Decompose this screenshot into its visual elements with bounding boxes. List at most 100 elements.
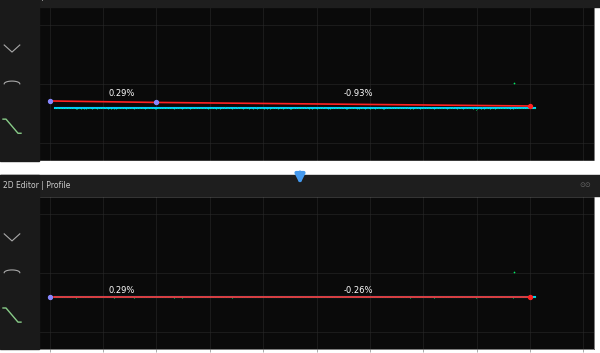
Point — [404, 104, 413, 110]
Point — [407, 294, 416, 300]
Point — [240, 294, 250, 300]
Point — [518, 294, 527, 300]
Point — [509, 80, 519, 85]
Point — [415, 294, 424, 300]
Point — [190, 294, 200, 300]
Point — [352, 294, 362, 300]
Point — [166, 105, 175, 111]
Point — [89, 106, 98, 111]
Point — [378, 106, 388, 112]
Point — [278, 295, 288, 300]
Point — [108, 105, 118, 111]
Point — [433, 106, 442, 111]
Point — [490, 106, 500, 112]
Point — [275, 294, 284, 300]
Point — [94, 294, 103, 300]
Point — [246, 294, 256, 300]
Point — [215, 294, 225, 300]
Point — [430, 106, 439, 112]
Point — [495, 106, 505, 111]
Point — [346, 294, 355, 300]
Point — [340, 294, 349, 300]
Point — [106, 294, 116, 300]
Point — [193, 294, 203, 300]
Point — [335, 294, 344, 300]
Point — [405, 106, 415, 112]
Point — [200, 294, 209, 300]
Point — [167, 105, 177, 110]
Point — [460, 294, 469, 300]
Point — [460, 106, 469, 111]
Point — [495, 294, 505, 300]
Point — [262, 294, 272, 300]
Point — [134, 106, 143, 111]
Point — [317, 294, 326, 300]
Point — [349, 294, 359, 300]
Point — [110, 106, 119, 112]
Point — [463, 294, 473, 300]
Point — [98, 294, 108, 300]
Point — [458, 106, 468, 112]
Point — [380, 106, 389, 112]
Point — [473, 106, 482, 112]
Point — [509, 106, 519, 111]
Point — [191, 106, 201, 111]
Point — [302, 294, 312, 300]
Point — [362, 294, 371, 300]
Point — [211, 295, 220, 300]
Point — [391, 105, 400, 110]
Point — [447, 294, 457, 300]
Point — [494, 294, 503, 300]
Point — [177, 295, 187, 300]
Point — [163, 105, 172, 111]
Point — [208, 294, 217, 300]
Point — [146, 294, 156, 300]
Point — [397, 106, 407, 111]
Point — [304, 294, 314, 300]
Point — [150, 294, 160, 300]
Point — [77, 294, 87, 300]
Point — [97, 106, 106, 111]
Point — [445, 106, 455, 111]
Point — [444, 106, 454, 111]
Point — [455, 294, 464, 299]
Point — [514, 294, 524, 300]
Point — [81, 106, 91, 112]
Point — [295, 106, 304, 111]
Point — [397, 294, 407, 300]
Point — [295, 294, 304, 300]
Point — [440, 294, 450, 300]
Point — [286, 106, 296, 112]
Point — [222, 294, 232, 300]
Point — [256, 105, 265, 111]
Point — [206, 294, 215, 300]
Point — [508, 106, 518, 112]
Point — [203, 295, 212, 300]
Point — [370, 294, 379, 300]
Point — [208, 105, 217, 111]
Point — [433, 294, 442, 300]
Point — [394, 294, 404, 300]
Point — [359, 105, 368, 111]
Point — [314, 294, 323, 300]
Point — [330, 105, 340, 111]
Point — [383, 105, 392, 111]
Point — [464, 294, 474, 300]
Point — [505, 294, 514, 300]
Point — [391, 294, 400, 300]
Point — [383, 294, 392, 300]
Point — [167, 294, 177, 300]
Point — [195, 105, 205, 111]
Point — [227, 295, 236, 300]
Point — [506, 294, 516, 299]
Point — [166, 294, 175, 300]
Point — [431, 294, 440, 300]
Point — [118, 294, 127, 300]
Point — [281, 294, 291, 300]
Point — [392, 105, 402, 111]
Point — [156, 106, 166, 111]
Point — [106, 106, 116, 112]
Point — [270, 106, 280, 111]
Point — [55, 105, 65, 110]
Point — [418, 294, 428, 300]
